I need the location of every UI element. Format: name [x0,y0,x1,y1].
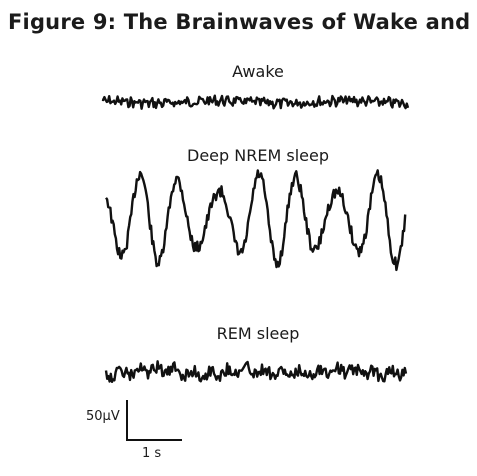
rem-label: REM sleep [216,324,300,343]
figure-title: Figure 9: The Brainwaves of Wake and Sle… [8,10,477,34]
rem-waveform-path [104,360,408,383]
voltage-scale-bar [126,400,128,440]
voltage-scale-label: 50μV [86,409,120,424]
time-scale-bar [126,439,182,441]
deep-nrem-waveform-path [105,169,407,272]
deep-nrem-label: Deep NREM sleep [187,146,329,165]
time-scale-label: 1 s [142,446,162,461]
awake-waveform-path [101,94,410,110]
awake-label: Awake [232,62,284,81]
